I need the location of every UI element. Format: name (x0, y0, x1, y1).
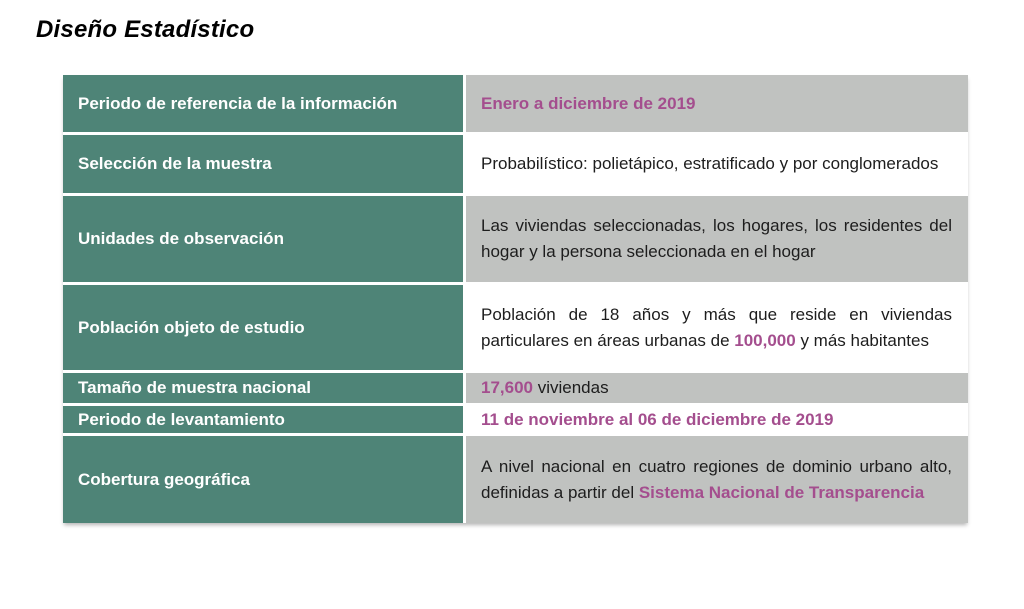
row-label: Población objeto de estudio (63, 285, 463, 370)
row-label: Selección de la muestra (63, 135, 463, 193)
row-value-text: Enero a diciembre de 2019 (481, 93, 696, 113)
row-value-text: A nivel nacional en cuatro regiones de d… (481, 456, 952, 502)
row-label: Tamaño de muestra nacional (63, 373, 463, 403)
table-row: Selección de la muestra Probabilístico: … (63, 135, 968, 193)
row-value: Las viviendas seleccionadas, los hogares… (466, 196, 968, 282)
table-row: Unidades de observación Las viviendas se… (63, 196, 968, 282)
row-label: Periodo de levantamiento (63, 406, 463, 433)
row-label: Cobertura geográfica (63, 436, 463, 523)
row-value: A nivel nacional en cuatro regiones de d… (466, 436, 968, 523)
row-label: Unidades de observación (63, 196, 463, 282)
row-value-text: Población de 18 años y más que reside en… (481, 304, 952, 350)
row-value: 11 de noviembre al 06 de diciembre de 20… (466, 406, 968, 433)
row-value-text: Las viviendas seleccionadas, los hogares… (481, 216, 952, 261)
row-value-text: 17,600 viviendas (481, 378, 609, 397)
page-title: Diseño Estadístico (36, 16, 255, 43)
statistical-design-table: Periodo de referencia de la información … (63, 75, 968, 523)
table-row: Población objeto de estudio Población de… (63, 285, 968, 370)
table-row: Periodo de referencia de la información … (63, 75, 968, 132)
table-row: Cobertura geográfica A nivel nacional en… (63, 436, 968, 523)
row-value: Enero a diciembre de 2019 (466, 75, 968, 132)
row-label: Periodo de referencia de la información (63, 75, 463, 132)
table-row: Tamaño de muestra nacional 17,600 vivien… (63, 373, 968, 403)
table-row: Periodo de levantamiento 11 de noviembre… (63, 406, 968, 433)
row-value-text: Probabilístico: polietápico, estratifica… (481, 154, 939, 173)
row-value-text: 11 de noviembre al 06 de diciembre de 20… (481, 409, 834, 429)
row-value: Población de 18 años y más que reside en… (466, 285, 968, 370)
row-value: Probabilístico: polietápico, estratifica… (466, 135, 968, 193)
row-value: 17,600 viviendas (466, 373, 968, 403)
